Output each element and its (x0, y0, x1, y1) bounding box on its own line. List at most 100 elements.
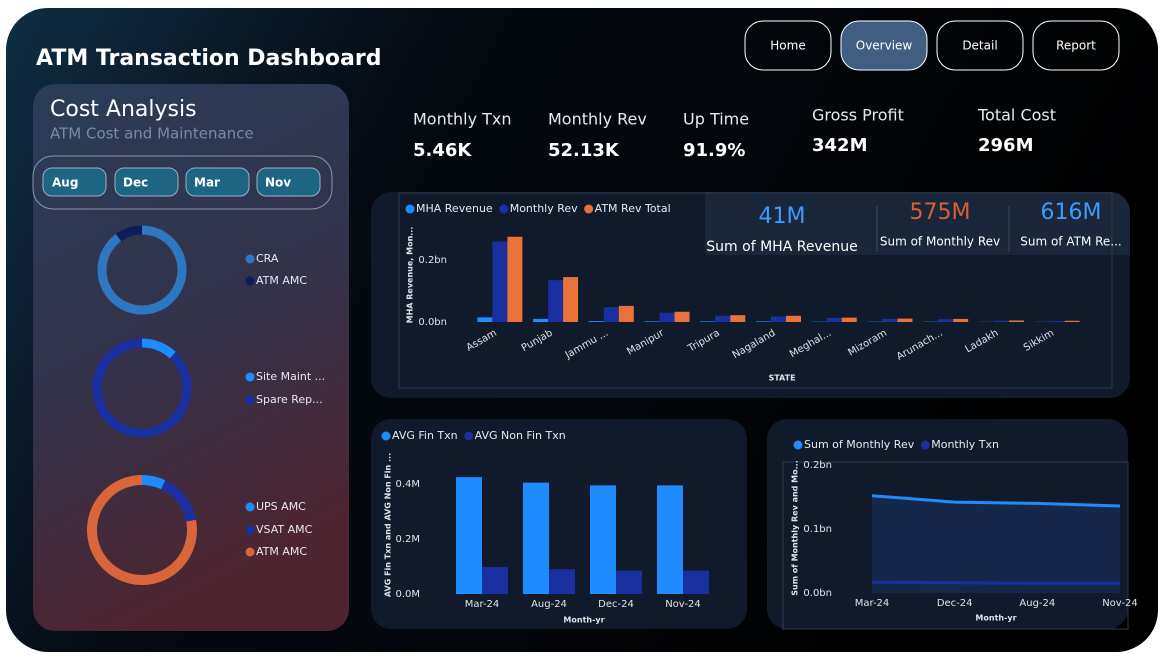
bar (588, 321, 604, 322)
legend-swatch (245, 372, 255, 382)
bar (563, 277, 579, 322)
kpi-value: 91.9% (683, 140, 745, 161)
bar (507, 236, 523, 322)
bar (492, 241, 508, 322)
bar (603, 307, 619, 322)
y-tick-label: 0.1bn (803, 524, 832, 535)
plot-frame (782, 461, 1129, 630)
month-label[interactable]: Aug (52, 176, 78, 190)
x-axis-title: STATE (768, 374, 795, 383)
month-button[interactable] (114, 167, 179, 197)
bar (938, 319, 954, 322)
legend-swatch (499, 204, 509, 214)
bar (482, 567, 508, 594)
y-axis-title: AVG Fin Txn and AVG Non Fin ... (384, 453, 393, 597)
nav-label[interactable]: Home (770, 39, 805, 53)
bar (616, 570, 642, 594)
bar (477, 317, 493, 322)
card-label: Sum of MHA Revenue (706, 239, 857, 255)
bar (548, 280, 564, 322)
bar (715, 315, 731, 322)
x-tick-label: Aug-24 (1019, 598, 1055, 609)
month-button[interactable] (185, 167, 250, 197)
x-tick-label: Dec-24 (937, 598, 973, 609)
dashboard-title: ATM Transaction Dashboard (36, 46, 381, 71)
donut-segment (141, 475, 166, 490)
legend-label: Sum of Monthly Rev (804, 438, 915, 451)
y-tick-label: 0.2bn (418, 255, 447, 266)
slicer (32, 155, 333, 210)
month-button[interactable] (256, 167, 321, 197)
nav-button[interactable] (1032, 20, 1120, 71)
legend-label: Monthly Txn (931, 438, 999, 451)
x-tick-label: Mar-24 (465, 599, 500, 610)
legend-swatch (584, 204, 594, 214)
y-tick-label: 0.2bn (803, 460, 832, 471)
x-tick-label: Nov-24 (665, 599, 701, 610)
month-label[interactable]: Dec (123, 176, 148, 190)
legend-label: MHA Revenue (416, 202, 493, 215)
donut-segment (97, 225, 187, 315)
month-slicer: Aug Dec Mar Nov (42, 167, 321, 197)
legend-swatch (245, 276, 255, 286)
legend-swatch (245, 395, 255, 405)
nav: Home Overview Detail Report (744, 20, 1120, 71)
y-axis-title: Sum of Monthly Rev and Mo... (791, 460, 800, 596)
x-tick-label: Aug-24 (531, 599, 567, 610)
month-label[interactable]: Mar (194, 176, 220, 190)
card-label: Sum of ATM Re... (1020, 235, 1122, 249)
bar (674, 311, 690, 322)
legend-swatch (464, 431, 474, 441)
bar (659, 312, 675, 322)
legend-swatch (245, 254, 255, 264)
x-axis-title: Month-yr (975, 614, 1016, 623)
bar (644, 321, 660, 322)
legend-label: Spare Rep... (256, 393, 323, 406)
bar (993, 320, 1009, 322)
month-label[interactable]: Nov (265, 176, 291, 190)
kpi-value: 52.13K (548, 140, 620, 161)
bar (590, 485, 616, 594)
nav-button[interactable] (936, 20, 1024, 71)
y-tick-label: 0.2M (395, 534, 420, 545)
card-value: 575M (910, 200, 971, 225)
x-tick-label: Nov-24 (1102, 598, 1138, 609)
legend-swatch (920, 440, 930, 450)
nav-button-active[interactable] (840, 20, 928, 71)
legend-label: UPS AMC (256, 500, 306, 513)
legend-swatch (245, 525, 255, 535)
donut-segment (87, 475, 197, 585)
sidebar-title: Cost Analysis (50, 97, 197, 122)
bar (533, 318, 549, 322)
bar (700, 321, 716, 322)
bar (756, 321, 771, 322)
nav-label[interactable]: Overview (856, 39, 913, 53)
bar (882, 318, 898, 322)
bar (456, 477, 482, 594)
bar (786, 315, 801, 322)
x-tick-label: Mar-24 (855, 598, 890, 609)
kpi-value: 296M (978, 135, 1034, 156)
donut-segment (115, 225, 143, 242)
month-button[interactable] (42, 167, 107, 197)
bar (1049, 321, 1065, 322)
panel (371, 419, 747, 629)
legend-label: ATM AMC (256, 274, 307, 287)
x-tick-label: Dec-24 (598, 599, 634, 610)
bar (953, 318, 969, 322)
nav-button[interactable] (744, 20, 832, 71)
kpis: Monthly Txn 5.46K Monthly Rev 52.13K Up … (413, 106, 1056, 162)
card-strip (705, 192, 1130, 255)
legend-label: AVG Non Fin Txn (475, 429, 566, 442)
nav-label[interactable]: Report (1056, 39, 1096, 53)
legend-swatch (245, 502, 255, 512)
kpi-label: Gross Profit (812, 106, 904, 125)
y-axis-title: MHA Revenue, Mon... (406, 227, 415, 324)
nav-label[interactable]: Detail (962, 39, 997, 53)
legend-label: CRA (256, 252, 279, 265)
legend-label: Site Maint ... (256, 370, 325, 383)
kpi-label: Monthly Rev (548, 110, 647, 129)
kpi-value: 5.46K (413, 140, 472, 161)
card-value: 616M (1041, 200, 1102, 225)
